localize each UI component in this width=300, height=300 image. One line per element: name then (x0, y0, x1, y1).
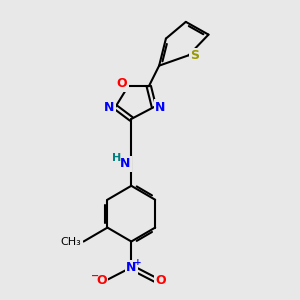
Text: O: O (155, 274, 166, 287)
Text: O: O (117, 77, 128, 90)
Text: −: − (91, 271, 99, 281)
Text: N: N (120, 158, 130, 170)
Text: CH₃: CH₃ (61, 236, 82, 247)
Text: S: S (190, 49, 199, 62)
Text: N: N (155, 100, 165, 113)
Text: O: O (97, 274, 107, 287)
Text: +: + (134, 258, 142, 267)
Text: N: N (104, 100, 115, 113)
Text: N: N (126, 261, 136, 274)
Text: H: H (112, 153, 121, 163)
